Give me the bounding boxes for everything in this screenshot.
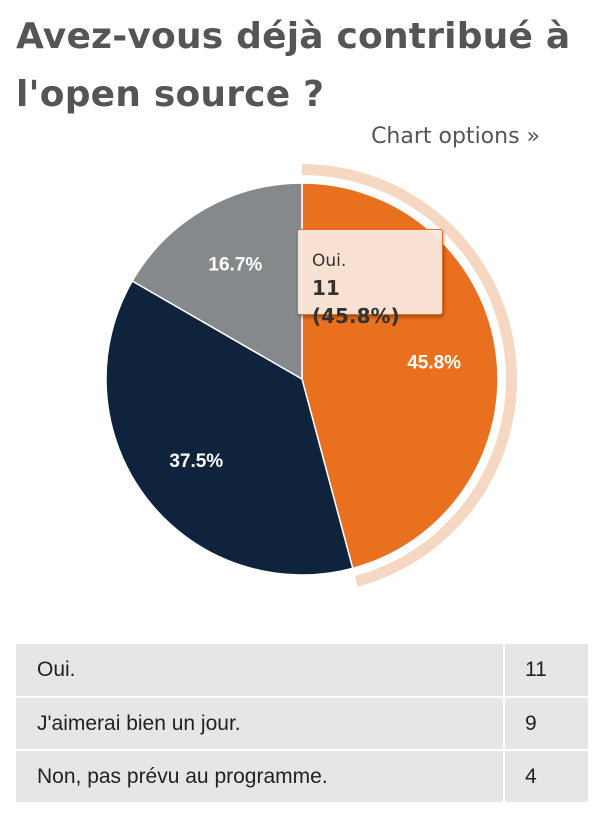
row-label: Oui. bbox=[16, 644, 504, 698]
row-label: J'aimerai bien un jour. bbox=[16, 697, 504, 751]
tooltip-series-name: Oui. bbox=[312, 251, 347, 271]
table-row: J'aimerai bien un jour. 9 bbox=[16, 697, 588, 751]
row-label: Non, pas prévu au programme. bbox=[16, 750, 504, 804]
results-table: Oui. 11 J'aimerai bien un jour. 9 Non, p… bbox=[16, 644, 588, 804]
table-row: Non, pas prévu au programme. 4 bbox=[16, 750, 588, 804]
pie-slice-non-pas-pr-vu-au-programme[interactable] bbox=[131, 182, 303, 380]
slice-label-oui: 45.8% bbox=[407, 353, 461, 374]
page-title: Avez-vous déjà contribué à l'open source… bbox=[16, 16, 571, 115]
chart-tooltip: Oui. 11 (45.8%) bbox=[297, 229, 443, 328]
tooltip-value: 11 (45.8%) bbox=[312, 276, 400, 328]
pie-chart: 45.8% 37.5% 16.7% bbox=[105, 164, 517, 587]
slice-label-non-pas-pr-vu-au-programme: 16.7% bbox=[208, 255, 262, 276]
chart-options-link[interactable]: Chart options » bbox=[371, 124, 540, 149]
slice-label-j-aimerai-bien-un-jour: 37.5% bbox=[169, 451, 223, 472]
row-count: 11 bbox=[503, 644, 588, 698]
table-row: Oui. 11 bbox=[16, 644, 588, 698]
row-count: 4 bbox=[503, 750, 588, 804]
pie-slice-j-aimerai-bien-un-jour[interactable] bbox=[105, 280, 354, 576]
row-count: 9 bbox=[503, 697, 588, 751]
